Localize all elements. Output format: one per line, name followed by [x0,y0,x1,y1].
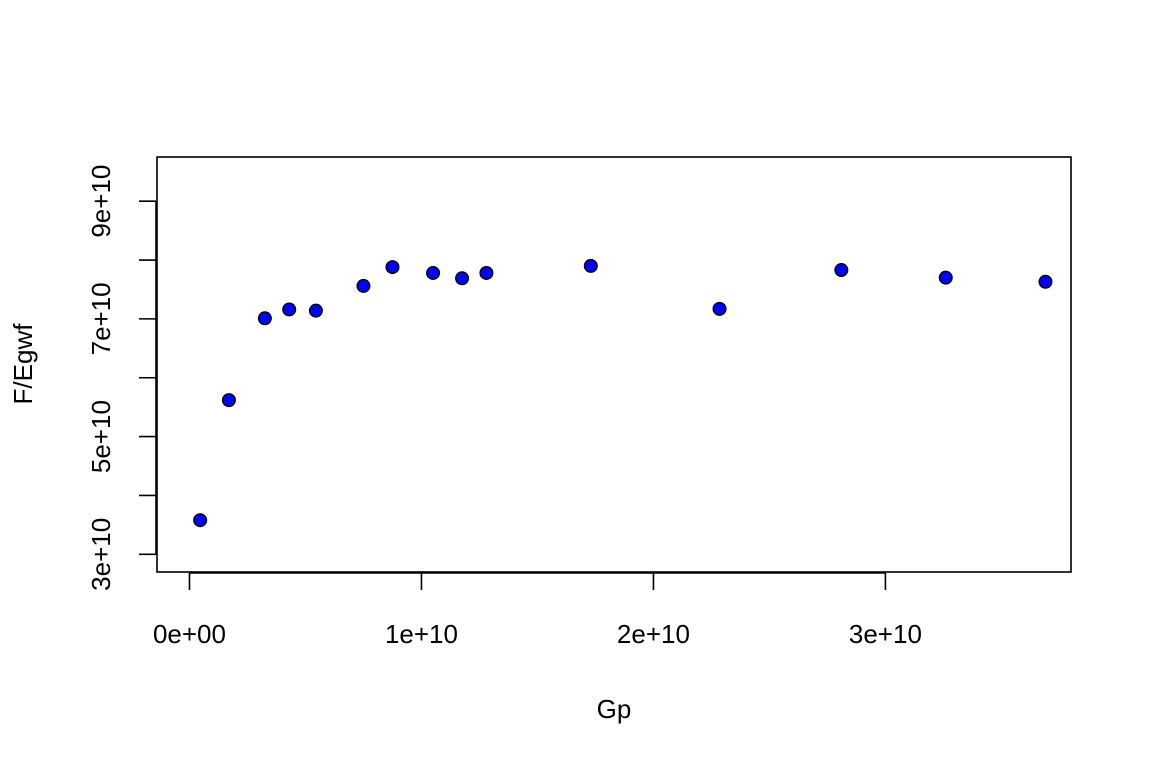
y-tick-label: 5e+10 [86,400,116,473]
y-tick-label: 7e+10 [86,282,116,355]
data-point [356,278,371,293]
x-tick-label: 0e+00 [153,619,226,649]
x-tick-label: 1e+10 [385,619,458,649]
data-point [257,311,272,326]
x-tick-label: 2e+10 [617,619,690,649]
y-tick-label: 3e+10 [86,518,116,591]
data-point [221,393,236,408]
data-point [479,265,494,280]
data-point [308,303,323,318]
plot-frame [156,156,1072,573]
data-point [834,263,849,278]
data-point [455,271,470,286]
x-axis-title: Gp [597,694,632,724]
data-point [385,260,400,275]
data-point [426,265,441,280]
y-tick-label: 9e+10 [86,165,116,238]
data-point [938,270,953,285]
data-point [583,258,598,273]
x-axis: 0e+00 1e+10 2e+10 3e+10 [153,572,922,649]
data-point [193,513,208,528]
data-point [712,301,727,316]
data-points [193,258,1053,528]
x-tick-label: 3e+10 [849,619,922,649]
y-axis: 3e+10 5e+10 7e+10 9e+10 [86,165,157,591]
data-point [1038,274,1053,289]
data-point [282,302,297,317]
y-axis-title: F/Egwf [8,323,38,405]
